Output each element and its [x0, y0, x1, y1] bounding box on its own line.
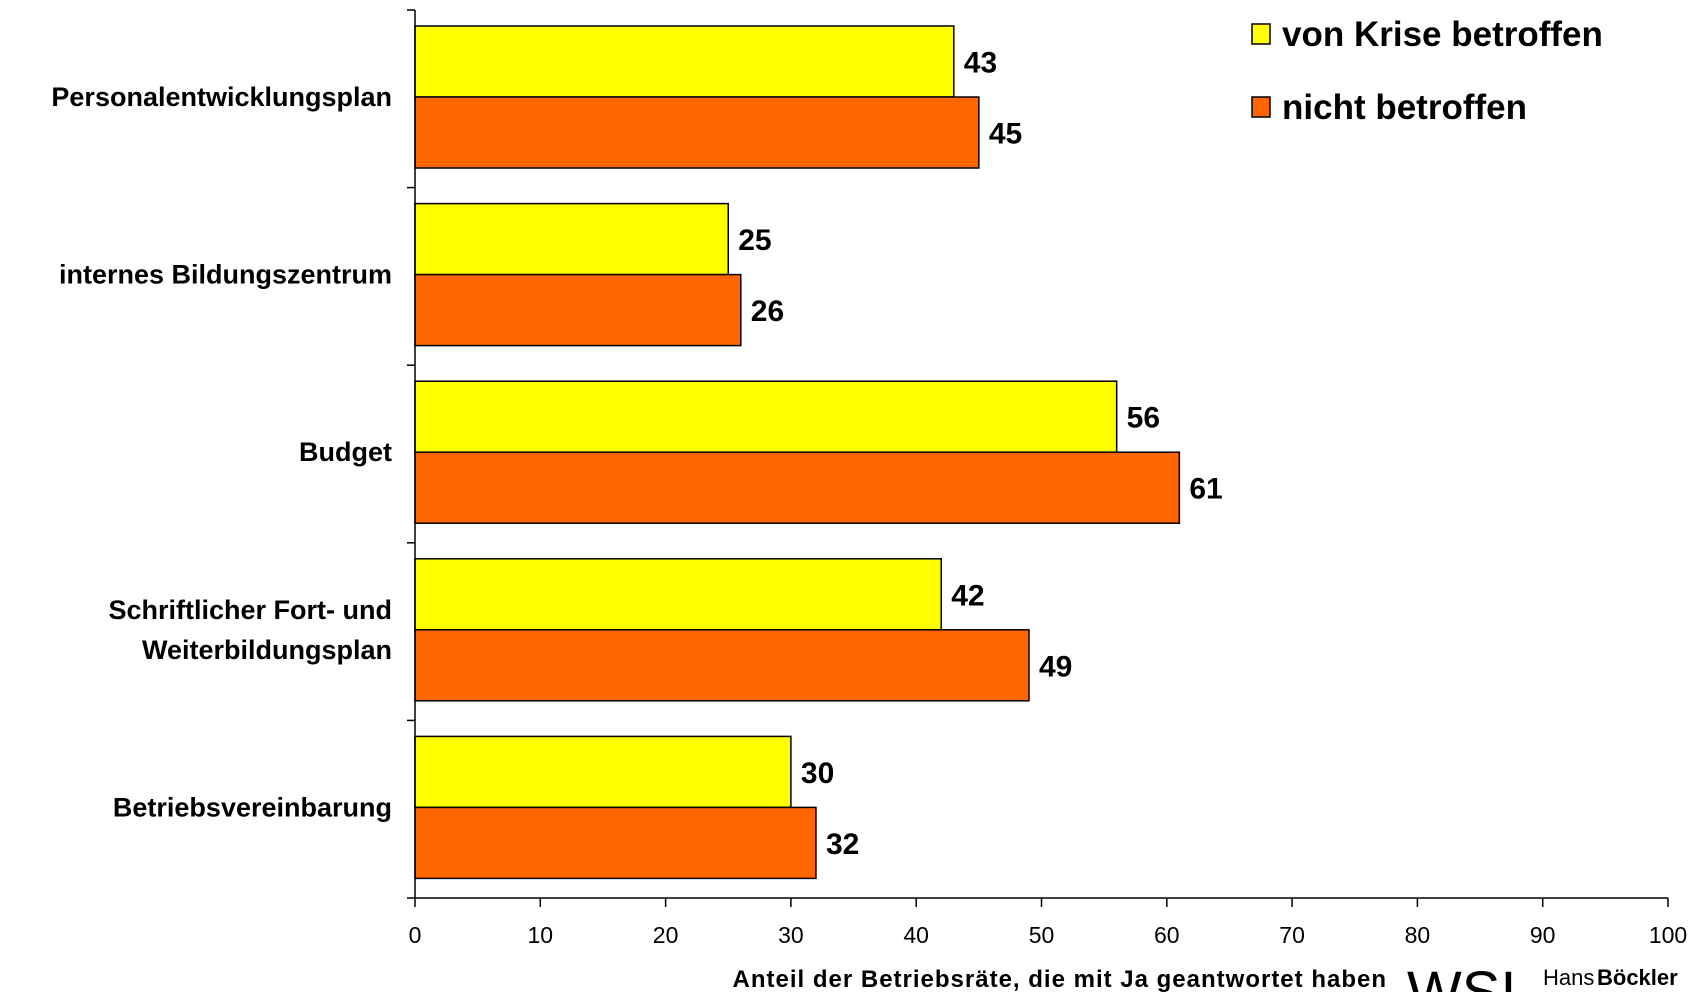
x-tick-label: 0	[409, 922, 422, 948]
wsi-hans-boeckler-logo: WSI Hans Böckler	[1407, 960, 1678, 992]
value-label-von-krise-betroffen-budget: 56	[1127, 402, 1160, 435]
bar-nicht-betroffen-personalentwicklungsplan	[414, 96, 980, 169]
value-label-von-krise-betroffen-internes-bildungszentrum: 25	[738, 224, 771, 257]
legend-label-nicht-betroffen: nicht betroffen	[1282, 88, 1527, 127]
bar-von-krise-betroffen-internes-bildungszentrum	[414, 202, 729, 276]
x-tick-label: 100	[1649, 922, 1687, 948]
x-tick-label: 70	[1279, 922, 1305, 948]
category-label-betriebsvereinbarung: Betriebsvereinbarung	[113, 792, 392, 822]
value-label-von-krise-betroffen-betriebsvereinbarung: 30	[801, 757, 834, 790]
bar-von-krise-betroffen-betriebsvereinbarung	[414, 735, 792, 809]
legend: von Krise betroffen nicht betroffen	[1251, 15, 1603, 127]
value-label-von-krise-betroffen-personalentwicklungsplan: 43	[964, 47, 997, 80]
wsi-logo-text: WSI	[1407, 960, 1517, 992]
value-label-nicht-betroffen-internes-bildungszentrum: 26	[751, 295, 784, 328]
x-tick-label: 30	[778, 922, 804, 948]
bar-von-krise-betroffen-budget	[414, 380, 1118, 453]
value-label-nicht-betroffen-budget: 61	[1189, 473, 1222, 506]
bars-layer	[414, 25, 1181, 880]
ticks-layer: 0 10 20 30 40 50 60 70 80 90 100	[407, 9, 1687, 948]
category-label-schriftlicher-fort-und-weiterbildungsplan-line-2: Weiterbildungsplan	[142, 635, 392, 665]
x-tick-label: 90	[1530, 922, 1556, 948]
x-tick-label: 50	[1029, 922, 1055, 948]
category-label-personalentwicklungsplan: Personalentwicklungsplan	[51, 82, 392, 112]
x-axis-title: Anteil der Betriebsräte, die mit Ja gean…	[733, 966, 1387, 992]
boeckler-logo-text: Böckler	[1597, 965, 1678, 990]
value-label-von-krise-betroffen-schriftlicher-fort-und-weiterbildungsplan: 42	[951, 579, 984, 612]
bar-nicht-betroffen-budget	[414, 451, 1181, 524]
x-tick-label: 20	[653, 922, 679, 948]
category-labels: Personalentwicklungsplan internes Bildung…	[51, 82, 392, 822]
x-tick-label: 80	[1405, 922, 1431, 948]
value-label-nicht-betroffen-schriftlicher-fort-und-weiterbildungsplan: 49	[1039, 650, 1072, 683]
x-tick-label: 40	[903, 922, 929, 948]
legend-swatch-von-krise-betroffen	[1251, 23, 1271, 45]
bar-von-krise-betroffen-schriftlicher-fort-und-weiterbildungsplan	[414, 558, 943, 631]
bar-nicht-betroffen-schriftlicher-fort-und-weiterbildungsplan	[414, 629, 1030, 702]
bar-nicht-betroffen-internes-bildungszentrum	[414, 273, 742, 347]
value-label-nicht-betroffen-betriebsvereinbarung: 32	[826, 828, 859, 861]
category-label-schriftlicher-fort-und-weiterbildungsplan-line-1: Schriftlicher Fort- und	[109, 595, 393, 625]
legend-label-von-krise-betroffen: von Krise betroffen	[1282, 15, 1603, 54]
x-tick-label: 60	[1154, 922, 1180, 948]
value-labels: 43 45 25 26 56 61 42 49 30 32	[738, 47, 1222, 861]
category-label-budget: Budget	[299, 437, 392, 467]
value-label-nicht-betroffen-personalentwicklungsplan: 45	[989, 118, 1022, 151]
hans-logo-text: Hans	[1543, 965, 1594, 990]
bar-nicht-betroffen-betriebsvereinbarung	[414, 806, 817, 880]
category-label-internes-bildungszentrum: internes Bildungszentrum	[59, 260, 392, 290]
x-tick-label: 10	[528, 922, 554, 948]
bar-von-krise-betroffen-personalentwicklungsplan	[414, 25, 955, 98]
legend-swatch-nicht-betroffen	[1251, 96, 1271, 118]
